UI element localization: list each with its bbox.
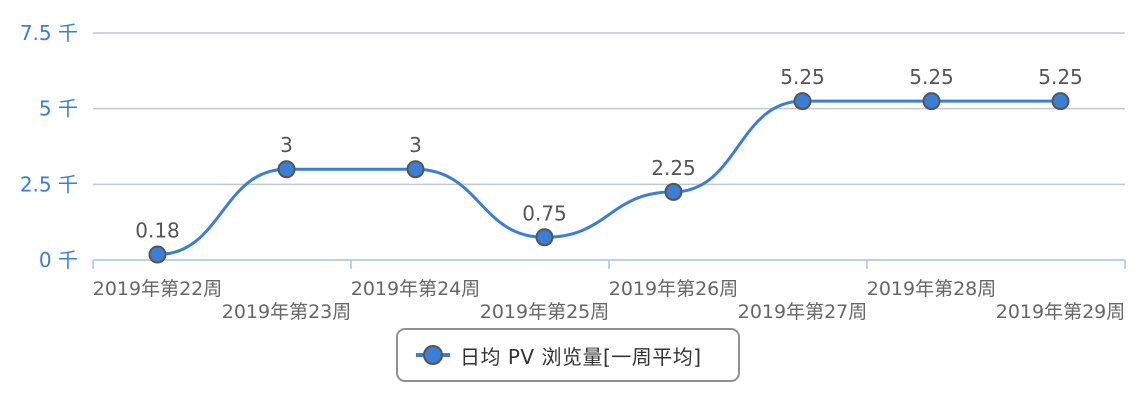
legend[interactable]: 日均 PV 浏览量[一周平均]: [396, 328, 740, 382]
x-tick-label: 2019年第28周: [867, 278, 997, 300]
x-tick-label: 2019年第23周: [222, 301, 352, 323]
legend-label: 日均 PV 浏览量[一周平均]: [460, 344, 702, 369]
data-point[interactable]: [922, 92, 941, 111]
y-tick-label: 7.5 千: [20, 21, 78, 45]
y-axis: 0 千 2.5 千 5 千 7.5 千: [20, 21, 78, 272]
x-tick-label: 2019年第29周: [996, 301, 1126, 323]
x-tick-label: 2019年第25周: [480, 301, 610, 323]
x-tick-label: 2019年第26周: [609, 278, 739, 300]
data-label: 0.75: [522, 201, 567, 225]
data-label: 0.18: [135, 219, 180, 243]
data-point[interactable]: [148, 245, 167, 264]
data-label: 5.25: [909, 65, 954, 89]
legend-marker-icon: [416, 345, 450, 365]
series-line: [157, 99, 1061, 257]
data-points: [148, 92, 1070, 264]
data-point[interactable]: [277, 160, 296, 179]
y-tick-label: 5 千: [39, 97, 78, 121]
x-axis: 2019年第22周2019年第23周2019年第24周2019年第25周2019…: [92, 259, 1126, 323]
data-point[interactable]: [793, 92, 812, 111]
data-label: 5.25: [780, 65, 825, 89]
data-label: 5.25: [1038, 65, 1083, 89]
data-label: 2.25: [651, 156, 696, 180]
x-tick-label: 2019年第27周: [738, 301, 868, 323]
data-label: 3: [409, 133, 422, 157]
data-point[interactable]: [535, 228, 554, 247]
data-point[interactable]: [406, 160, 425, 179]
x-tick-label: 2019年第24周: [351, 278, 481, 300]
data-point[interactable]: [1051, 92, 1070, 111]
data-labels: 0.18 3 3 0.75 2.25 5.25 5.25 5.25: [135, 65, 1083, 242]
data-point[interactable]: [664, 182, 683, 201]
y-tick-label: 2.5 千: [20, 172, 78, 196]
data-label: 3: [280, 133, 293, 157]
x-tick-label: 2019年第22周: [93, 278, 223, 300]
y-tick-label: 0 千: [39, 248, 78, 272]
grid-lines: [93, 32, 1125, 186]
